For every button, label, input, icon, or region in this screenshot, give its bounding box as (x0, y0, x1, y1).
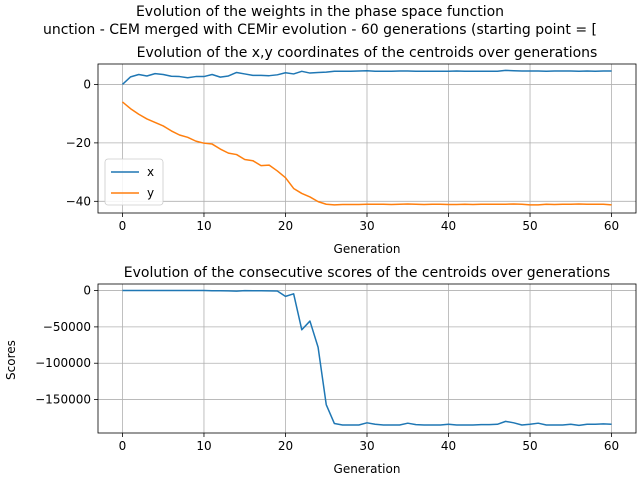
scores-ytick-label: −100000 (35, 356, 91, 370)
scores-xtick-label: 50 (522, 439, 537, 453)
scores-series-line-0 (122, 289, 612, 427)
coordinates-chart-xlabel: Generation (334, 242, 401, 256)
scores-chart: 0 10 20 30 40 50 60 0 −50000 −100000 −150000 Evolut… (4, 265, 637, 476)
coordinates-xtick-label: 30 (359, 219, 374, 233)
coordinates-legend (104, 158, 164, 206)
coordinates-xtick-label: 20 (278, 219, 293, 233)
scores-chart-ylabel: Scores (4, 340, 18, 380)
scores-xtick-label: 0 (119, 439, 127, 453)
scores-ytick-label: 0 (83, 284, 91, 298)
coordinates-xtick-label: 50 (522, 219, 537, 233)
scores-xtick-label: 30 (359, 439, 374, 453)
scores-xtick-label: 20 (278, 439, 293, 453)
coordinates-ytick-label: 0 (83, 77, 91, 91)
scores-xtick-label: 60 (604, 439, 619, 453)
coordinates-chart: 0 10 20 30 40 50 60 0 −20 −40 xy Evolution of the x… (66, 45, 637, 256)
coordinates-chart-title: Evolution of the x,y coordinates of the … (137, 45, 598, 61)
coordinates-ytick-label: −40 (66, 194, 91, 208)
coordinates-series-line-x (121, 69, 612, 85)
coordinates-ytick-label: −20 (66, 136, 91, 150)
scores-chart-xlabel: Generation (334, 462, 401, 476)
coordinates-legend-label-x: x (147, 165, 154, 179)
coordinates-xtick-label: 10 (196, 219, 211, 233)
scores-xtick-label: 10 (196, 439, 211, 453)
coordinates-series-line-y (121, 101, 612, 206)
coordinates-xtick-label: 40 (441, 219, 456, 233)
scores-xtick-label: 40 (441, 439, 456, 453)
figure-suptitle-line1: Evolution of the weights in the phase sp… (136, 4, 504, 20)
figure-suptitle-line2: unction - CEM merged with CEMir evolutio… (43, 22, 597, 38)
coordinates-legend-label-y: y (147, 186, 154, 200)
scores-chart-title: Evolution of the consecutive scores of t… (124, 265, 610, 281)
coordinates-xtick-label: 0 (119, 219, 127, 233)
scores-ytick-label: −150000 (35, 393, 91, 407)
coordinates-xtick-label: 60 (604, 219, 619, 233)
scores-ytick-label: −50000 (43, 320, 91, 334)
